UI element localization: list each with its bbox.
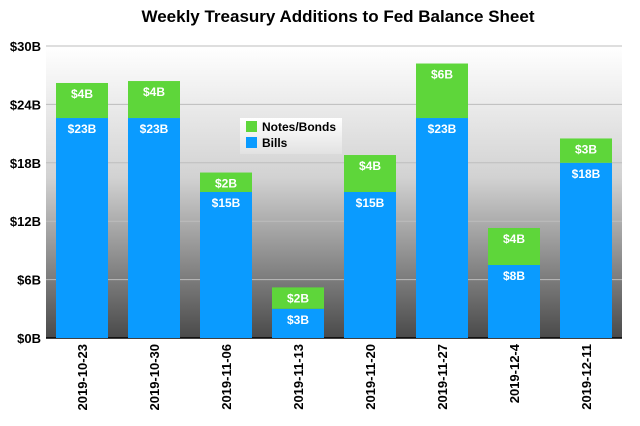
legend-label: Notes/Bonds <box>262 120 336 134</box>
data-label: $3B <box>287 313 309 327</box>
bar-bills <box>56 118 108 338</box>
bar-notes-bonds <box>416 63 468 119</box>
y-tick-label: $18B <box>10 156 41 171</box>
data-label: $23B <box>140 122 169 136</box>
legend-swatch <box>246 137 257 148</box>
data-label: $4B <box>359 159 381 173</box>
data-label: $4B <box>71 87 93 101</box>
bar-notes-bonds <box>56 82 108 119</box>
x-tick-label: 2019-11-20 <box>363 344 378 410</box>
y-tick-label: $12B <box>10 214 41 229</box>
bar-bills <box>200 192 252 338</box>
data-label: $6B <box>431 68 453 82</box>
data-label: $23B <box>68 122 97 136</box>
x-tick-label: 2019-11-27 <box>435 344 450 410</box>
chart-title: Weekly Treasury Additions to Fed Balance… <box>141 7 534 26</box>
bar-bills <box>416 118 468 338</box>
bars: $23B $4B $23B $4B $15B $2B $3B $2B $15B $4B $23B $6… <box>56 63 612 338</box>
bar-bills <box>488 265 540 338</box>
bar-bills <box>128 118 180 338</box>
y-tick-label: $0B <box>17 331 41 346</box>
x-tick-label: 2019-11-13 <box>291 344 306 410</box>
bar-bills <box>344 192 396 338</box>
x-tick-label: 2019-12-4 <box>507 343 522 403</box>
y-tick-label: $6B <box>17 273 41 288</box>
data-label: $23B <box>428 122 457 136</box>
y-tick-label: $24B <box>10 97 41 112</box>
x-tick-label: 2019-10-23 <box>75 344 90 411</box>
bar-notes-bonds <box>272 287 324 309</box>
data-label: $15B <box>356 196 385 210</box>
x-tick-label: 2019-10-30 <box>147 344 162 411</box>
data-label: $2B <box>287 291 309 305</box>
bar-bills <box>272 308 324 338</box>
data-label: $4B <box>503 232 525 246</box>
bar-notes-bonds <box>200 172 252 192</box>
bar-notes-bonds <box>128 81 180 119</box>
legend: Notes/Bonds Bills <box>240 118 342 154</box>
x-tick-label: 2019-12-11 <box>579 344 594 410</box>
data-label: $18B <box>572 167 601 181</box>
y-tick-label: $30B <box>10 39 41 54</box>
bar-notes-bonds <box>488 228 540 265</box>
data-label: $3B <box>575 142 597 156</box>
bar-bills <box>560 162 612 338</box>
data-label: $4B <box>143 85 165 99</box>
x-axis: 2019-10-23 2019-10-30 2019-11-06 2019-11-13… <box>75 343 594 410</box>
data-label: $8B <box>503 269 525 283</box>
x-tick-label: 2019-11-06 <box>219 344 234 410</box>
bar-notes-bonds <box>344 155 396 192</box>
legend-label: Bills <box>262 136 288 150</box>
bar-notes-bonds <box>560 138 612 163</box>
legend-swatch <box>246 121 257 132</box>
data-label: $15B <box>212 196 241 210</box>
data-label: $2B <box>215 177 237 191</box>
